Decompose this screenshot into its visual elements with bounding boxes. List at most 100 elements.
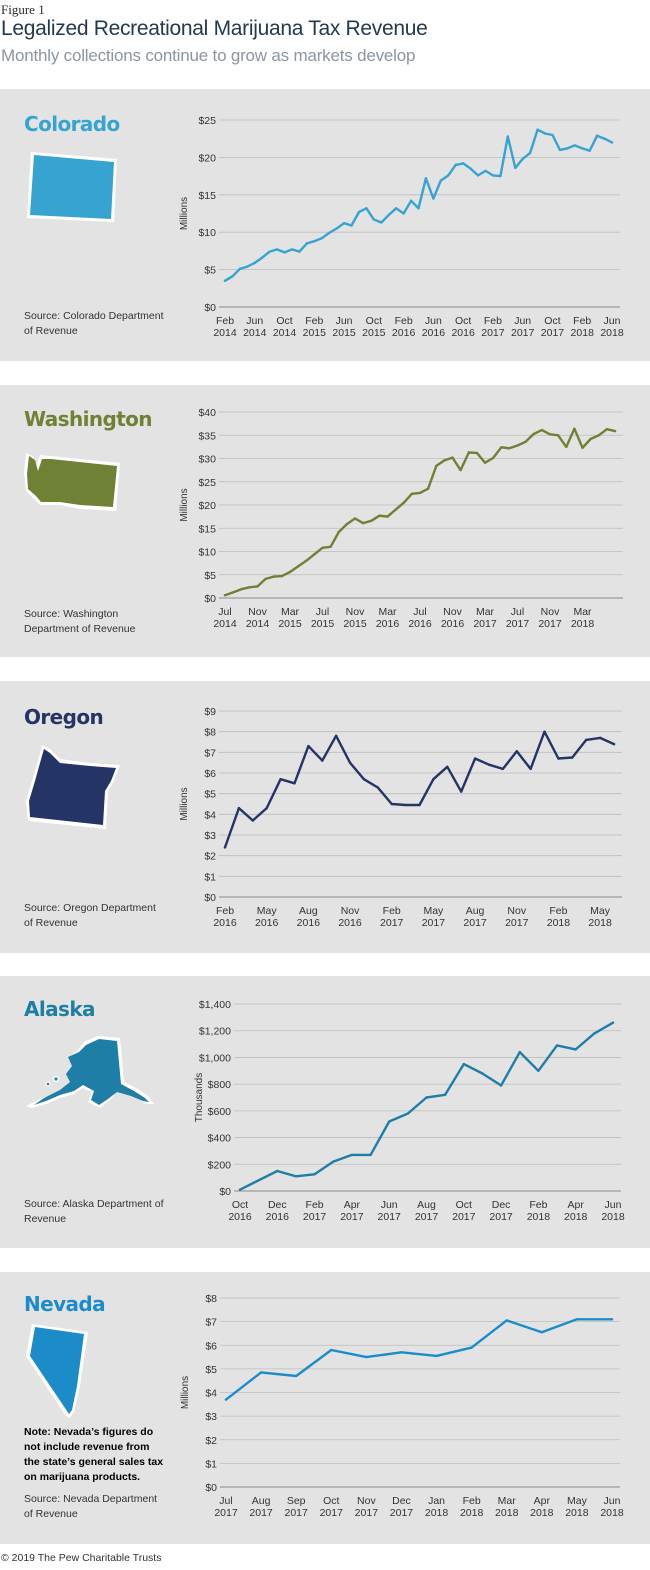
- x-tick-label: 2014: [213, 327, 237, 339]
- x-tick-label: Oct: [276, 315, 292, 327]
- data-point: [483, 461, 487, 464]
- x-tick-label: Aug: [417, 1199, 436, 1211]
- x-tick-label: Feb: [305, 315, 323, 327]
- series-line: [224, 1318, 614, 1401]
- data-point: [290, 248, 294, 251]
- data-point: [505, 1319, 508, 1322]
- colorado-map-icon: [27, 152, 117, 222]
- data-point: [237, 806, 241, 810]
- y-tick-label: $200: [208, 1159, 232, 1171]
- x-tick-label: 2015: [303, 327, 327, 339]
- y-tick-label: $4: [204, 809, 216, 821]
- y-tick-label: $8: [204, 727, 216, 739]
- x-tick-label: Jul: [219, 1495, 232, 1507]
- data-point: [506, 135, 510, 138]
- x-tick-label: 2017: [285, 1507, 309, 1519]
- data-point: [246, 265, 249, 268]
- data-point: [432, 778, 435, 781]
- data-point: [476, 174, 480, 177]
- data-point: [253, 261, 256, 265]
- data-point: [280, 574, 284, 578]
- x-tick-label: Nov: [341, 905, 360, 917]
- data-point: [461, 162, 465, 165]
- y-tick-label: $20: [198, 500, 216, 512]
- x-tick-label: Jun: [336, 315, 353, 327]
- data-point: [402, 501, 405, 504]
- x-tick-label: Oct: [366, 315, 382, 327]
- data-point: [418, 491, 422, 495]
- x-tick-label: 2017: [473, 618, 497, 630]
- series-line: [223, 128, 614, 283]
- data-point: [406, 1112, 410, 1115]
- data-point: [548, 433, 552, 436]
- data-point: [261, 256, 264, 259]
- x-tick-label: Feb: [529, 1199, 547, 1211]
- alaska-chart: $0 $200 $400 $600 $800 $1,000 $1,200 $1,400 Thou…: [194, 999, 625, 1223]
- x-tick-label: Dec: [392, 1495, 411, 1507]
- x-tick-label: 2018: [571, 618, 595, 630]
- x-tick-label: May: [590, 905, 611, 917]
- y-tick-label: $3: [205, 1411, 217, 1423]
- x-tick-label: 2014: [243, 327, 267, 339]
- data-point: [435, 464, 438, 468]
- data-point: [223, 279, 227, 283]
- x-tick-label: 2018: [600, 327, 624, 339]
- data-point: [611, 1021, 615, 1024]
- data-point: [305, 559, 308, 562]
- data-point: [459, 790, 463, 793]
- source-washington: Source: Washington Department of Revenue: [24, 608, 136, 635]
- x-tick-label: 2016: [297, 917, 321, 929]
- x-tick-label: Oct: [323, 1495, 339, 1507]
- x-tick-label: 2016: [266, 1211, 290, 1223]
- data-point: [613, 429, 617, 433]
- data-point: [447, 174, 450, 177]
- data-point: [543, 730, 546, 733]
- nevada-map-icon: [26, 1324, 88, 1418]
- data-point: [469, 167, 472, 170]
- y-tick-label: $10: [198, 547, 216, 559]
- data-point: [529, 767, 532, 771]
- x-tick-label: Jan: [428, 1495, 445, 1507]
- source-colorado: Source: Colorado Department of Revenue: [24, 310, 164, 337]
- data-point: [491, 174, 495, 177]
- data-point: [400, 1351, 403, 1354]
- data-point: [388, 1120, 391, 1123]
- data-point: [276, 1169, 279, 1173]
- x-tick-label: 2017: [249, 1507, 273, 1519]
- x-tick-label: 2018: [460, 1507, 484, 1519]
- y-tick-label: $1: [205, 1458, 217, 1470]
- x-tick-label: Feb: [573, 315, 591, 327]
- x-tick-label: May: [567, 1495, 588, 1507]
- data-point: [275, 248, 279, 251]
- data-point: [454, 163, 457, 167]
- source-oregon: Source: Oregon Department of Revenue: [24, 902, 156, 929]
- data-point: [259, 1371, 263, 1374]
- data-point: [337, 530, 340, 534]
- x-tick-label: 2017: [489, 1211, 513, 1223]
- data-point: [313, 553, 316, 556]
- x-tick-label: Aug: [466, 905, 485, 917]
- x-tick-label: 2017: [538, 618, 562, 630]
- data-point: [443, 459, 446, 462]
- y-tick-label: $0: [204, 593, 216, 605]
- y-tick-label: $5: [204, 789, 216, 801]
- x-tick-label: Oct: [544, 315, 560, 327]
- data-point: [508, 447, 511, 450]
- data-point: [409, 199, 413, 202]
- source-nevada: Source: Nevada Department of Revenue: [24, 1493, 158, 1520]
- x-tick-label: 2018: [588, 917, 612, 929]
- y-tick-label: $7: [204, 747, 216, 759]
- page-title: Legalized Recreational Marijuana Tax Rev…: [1, 17, 428, 40]
- x-tick-label: Feb: [463, 1495, 481, 1507]
- data-point: [565, 445, 568, 449]
- data-point: [487, 763, 491, 766]
- x-tick-label: 2017: [452, 1211, 476, 1223]
- data-point: [540, 1331, 544, 1334]
- y-tick-label: $8: [205, 1293, 217, 1305]
- x-tick-label: 2017: [505, 917, 529, 929]
- data-point: [251, 819, 254, 822]
- y-tick-label: $40: [198, 407, 216, 419]
- data-point: [288, 570, 292, 574]
- x-tick-label: 2015: [362, 327, 386, 339]
- y-tick-label: $6: [204, 768, 216, 780]
